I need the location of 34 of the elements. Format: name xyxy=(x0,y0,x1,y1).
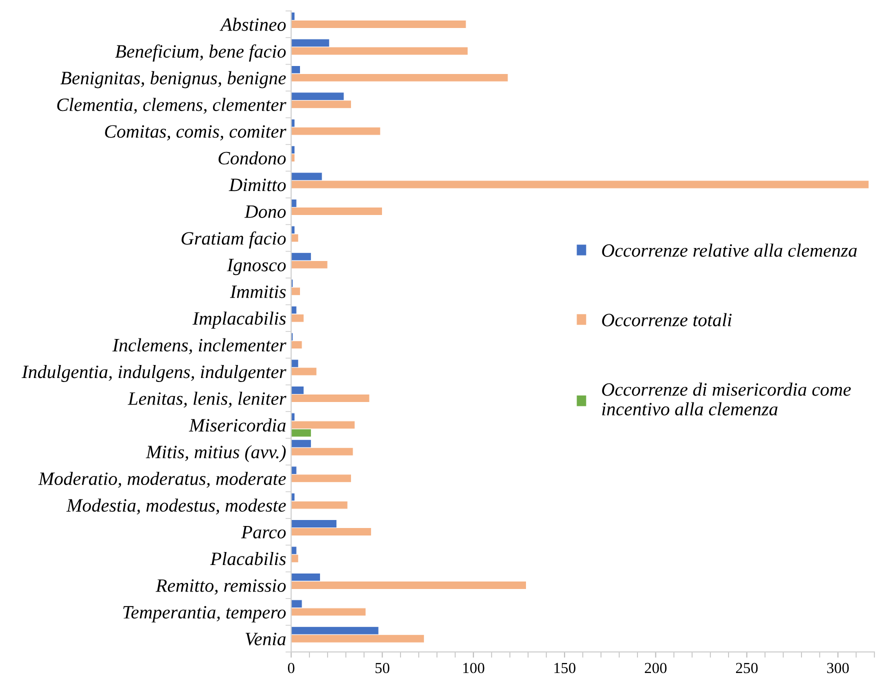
y-tick-label: Placabilis xyxy=(210,552,286,566)
y-tick-label: Mitis, mitius (avv.) xyxy=(146,445,286,462)
x-tick-label: 50 xyxy=(376,662,390,674)
y-tick-label: Benignitas, benignus, benigne xyxy=(60,71,286,88)
y-tick-label: Dono xyxy=(244,205,286,218)
y-tick-label: Condono xyxy=(218,151,286,165)
y-tick-label: Ignosco xyxy=(226,258,286,276)
y-tick-label: Immitis xyxy=(230,285,286,298)
y-tick-label: Abstineo xyxy=(220,18,286,31)
y-tick-label: Implacabilis xyxy=(192,312,286,329)
x-tick-label: 150 xyxy=(554,662,576,674)
x-tick-label: 200 xyxy=(644,662,667,674)
y-tick-label: Moderatio, moderatus, moderate xyxy=(38,472,286,488)
y-tick-label: Venia xyxy=(246,632,286,646)
y-tick-label: Parco xyxy=(241,526,286,538)
legend-label: Occorrenze relative alla clemenza xyxy=(602,244,857,257)
x-tick-label: 100 xyxy=(463,662,484,674)
y-tick-label: Modestia, modestus, modeste xyxy=(66,498,286,514)
y-tick-label: Inclemens, inclementer xyxy=(112,338,286,354)
y-tick-label: Misericordia xyxy=(188,418,286,432)
y-tick-label: Comitas, comis, comiter xyxy=(105,125,286,141)
x-tick-label: 0 xyxy=(288,662,294,674)
y-tick-label: Indulgentia, indulgens, indulgenter xyxy=(22,365,286,382)
y-tick-label: Dimitto xyxy=(228,178,286,192)
legend-label: Occorrenze totali xyxy=(602,313,732,326)
y-tick-label: Lenitas, lenis, leniter xyxy=(128,392,286,408)
x-tick-label: 250 xyxy=(736,662,758,674)
y-tick-label: Temperantia, tempero xyxy=(123,606,286,622)
y-tick-label: Remitto, remissio xyxy=(156,579,286,595)
y-tick-label: Beneficium, bene facio xyxy=(115,44,286,62)
y-tick-label: Clementia, clemens, clementer xyxy=(57,98,286,114)
x-tick-label: 300 xyxy=(827,662,849,674)
y-tick-label: Gratiam facio xyxy=(182,231,286,249)
legend-label: Occorrenze di misericordia come incentivo alla clemenza xyxy=(602,382,851,416)
